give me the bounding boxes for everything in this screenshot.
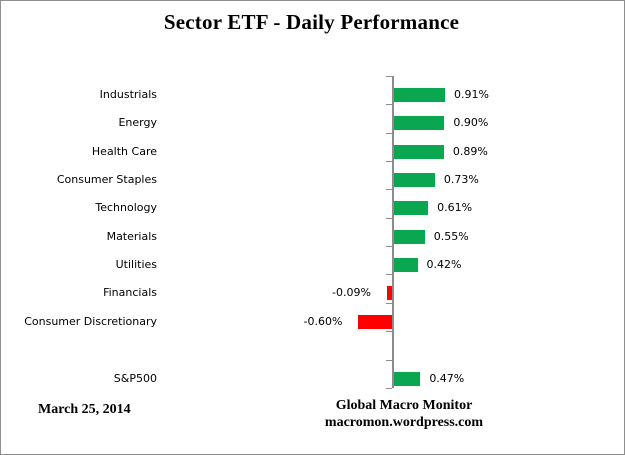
bar-positive <box>394 201 429 216</box>
bar-positive <box>394 371 421 386</box>
value-label: -0.09% <box>332 286 371 300</box>
value-label: 0.90% <box>453 116 489 130</box>
category-label: Industrials <box>99 88 157 101</box>
category-label: Financials <box>103 286 157 300</box>
category-label: Energy <box>118 116 157 130</box>
bar-positive <box>394 116 445 131</box>
axis-tick <box>386 359 392 361</box>
value-label: 0.89% <box>452 144 488 158</box>
axis-tick <box>386 302 392 304</box>
value-label: 0.91% <box>453 88 489 101</box>
value-label: 0.73% <box>443 173 479 187</box>
bar-positive <box>394 88 445 102</box>
bar-positive <box>394 173 435 188</box>
value-label: 0.47% <box>429 371 465 385</box>
category-label: Consumer Discretionary <box>24 314 157 328</box>
axis-tick <box>386 132 392 134</box>
value-label: 0.61% <box>437 201 473 215</box>
axis-tick <box>386 246 392 248</box>
footer-date: March 25, 2014 <box>38 402 131 417</box>
axis-tick <box>386 331 392 333</box>
bar-positive <box>394 144 444 159</box>
category-label: S&P500 <box>113 371 157 385</box>
value-label: 0.42% <box>426 258 462 272</box>
credit-line-2: macromon.wordpress.com <box>324 415 484 430</box>
credit-line-1: Global Macro Monitor <box>335 398 473 413</box>
axis-tick <box>386 274 392 276</box>
value-label: 0.55% <box>433 229 469 243</box>
axis-tick <box>386 161 392 163</box>
bar-negative <box>358 314 392 329</box>
axis-tick <box>386 217 392 219</box>
category-axis <box>392 76 394 388</box>
category-label: Technology <box>95 201 157 215</box>
category-label: Health Care <box>91 144 157 158</box>
bar-positive <box>394 258 418 273</box>
axis-tick <box>386 189 392 191</box>
chart-title: Sector ETF - Daily Performance <box>163 10 460 34</box>
category-label: Utilities <box>115 258 157 272</box>
axis-tick <box>386 76 392 77</box>
value-label: -0.60% <box>303 314 343 328</box>
bar-positive <box>394 229 425 244</box>
footer-credit: Global Macro Monitor macromon.wordpress.… <box>324 397 484 431</box>
axis-tick <box>386 104 392 106</box>
category-label: Consumer Staples <box>56 173 157 187</box>
bar-negative <box>386 286 392 301</box>
axis-tick <box>386 387 392 389</box>
category-label: Materials <box>106 229 157 243</box>
